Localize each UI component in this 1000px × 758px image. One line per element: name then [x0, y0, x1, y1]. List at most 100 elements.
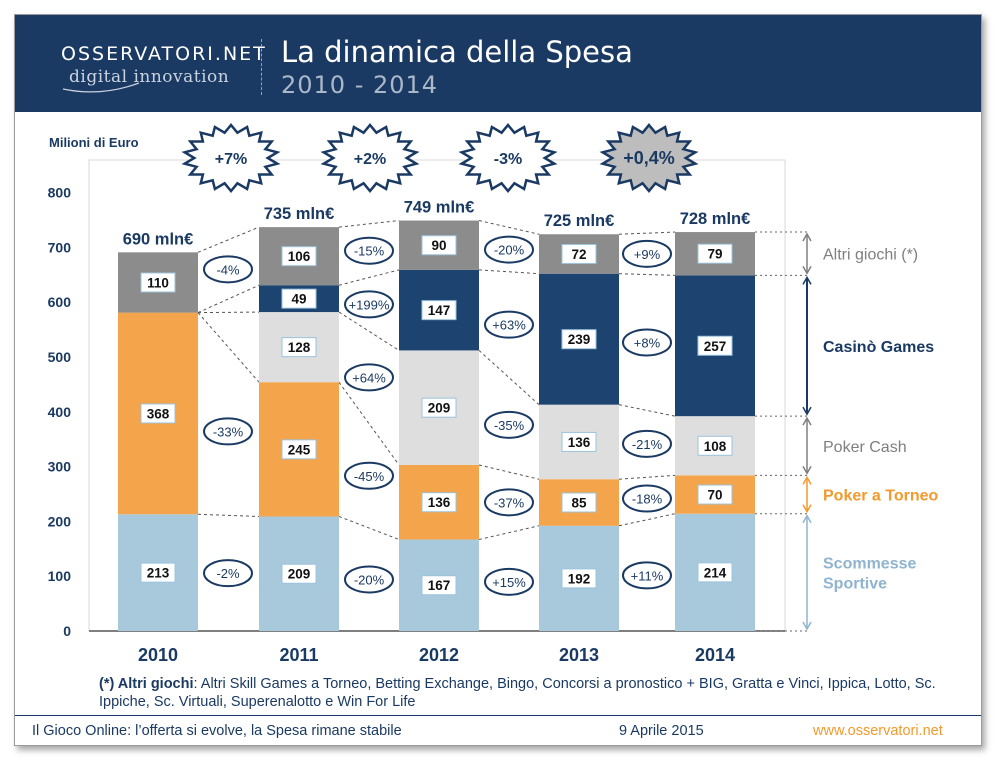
- connector-line: [338, 516, 400, 540]
- y-tick-label: 500: [48, 349, 72, 365]
- legend-bracket-arrow-down: [802, 265, 812, 275]
- yoy-segment-ellipse: [484, 310, 534, 339]
- yoy-total-label: +2%: [354, 151, 386, 168]
- yoy-segment-label: -20%: [354, 572, 385, 587]
- total-label: 735 mln€: [264, 205, 335, 223]
- value-label-box: [561, 329, 597, 350]
- value-label: 239: [568, 332, 591, 347]
- value-label-box: [140, 562, 176, 583]
- legend-label: Scommesse: [823, 555, 916, 572]
- yoy-segment-ellipse: [484, 410, 534, 439]
- connector-line: [478, 464, 540, 480]
- value-label-box: [697, 435, 733, 456]
- connector-line: [338, 220, 400, 228]
- value-label-box: [561, 492, 597, 513]
- value-label-box: [697, 243, 733, 264]
- legend-bracket-arrow-down: [802, 465, 812, 475]
- yoy-segment-label: -45%: [354, 469, 385, 484]
- yoy-segment-ellipse: [203, 417, 253, 446]
- value-label-box: [281, 439, 317, 460]
- value-label: 136: [568, 435, 591, 450]
- total-label: 749 mln€: [404, 199, 475, 217]
- yoy-segment-ellipse: [344, 461, 394, 490]
- yoy-segment-ellipse: [344, 565, 394, 594]
- connector-line: [478, 350, 540, 406]
- yoy-total-starburst: [181, 123, 281, 193]
- connector-line: [618, 474, 676, 480]
- connector-line: [478, 269, 540, 275]
- footer-divider: [15, 715, 981, 716]
- yoy-segment-ellipse: [344, 363, 394, 392]
- yoy-segment-label: -18%: [632, 492, 663, 507]
- value-label: 49: [291, 292, 306, 307]
- value-label: 147: [428, 303, 451, 318]
- yoy-segment-label: -35%: [494, 418, 525, 433]
- value-label: 209: [288, 567, 311, 582]
- value-label-box: [281, 563, 317, 584]
- connector-line: [197, 312, 260, 383]
- yoy-segment-label: +9%: [634, 247, 661, 262]
- value-label: 245: [288, 442, 311, 457]
- total-label: 725 mln€: [544, 212, 615, 230]
- legend-bracket-arrow-up: [802, 275, 812, 285]
- x-tick-label: 2011: [279, 645, 318, 665]
- value-label-box: [281, 288, 317, 309]
- y-tick-label: 700: [48, 239, 72, 255]
- header-banner: OSSERVATORI.NET digital innovation La di…: [15, 15, 981, 112]
- value-label-box: [421, 492, 457, 513]
- connector-line: [338, 269, 400, 286]
- connector-line: [197, 226, 260, 253]
- legend-bracket-arrow-up: [802, 475, 812, 485]
- footnote: (*) Altri giochi: Altri Skill Games a To…: [99, 675, 939, 711]
- yoy-segment-ellipse: [484, 567, 534, 596]
- connector-line: [478, 220, 540, 235]
- yoy-segment-ellipse: [622, 239, 672, 268]
- value-label-box: [421, 397, 457, 418]
- value-label-box: [561, 243, 597, 264]
- value-label: 106: [288, 249, 311, 264]
- yoy-total-starburst: [599, 123, 699, 193]
- page-subtitle: 2010 - 2014: [281, 71, 439, 99]
- legend-label: Poker Cash: [823, 439, 907, 456]
- value-label-box: [421, 235, 457, 256]
- legend-bracket-arrow-down: [802, 504, 812, 514]
- connector-line: [197, 311, 260, 314]
- value-label-box: [561, 568, 597, 589]
- value-label: 167: [428, 578, 451, 593]
- value-label-box: [281, 337, 317, 358]
- yoy-segment-label: -37%: [494, 495, 525, 510]
- total-label: 690 mln€: [123, 230, 194, 248]
- connector-line: [478, 525, 540, 540]
- value-label-box: [697, 335, 733, 356]
- y-tick-label: 100: [48, 568, 72, 584]
- value-label-box: [697, 484, 733, 505]
- y-tick-label: 0: [63, 623, 71, 639]
- legend-bracket-arrow-up: [802, 514, 812, 524]
- page-title: La dinamica della Spesa: [281, 35, 633, 69]
- yoy-segment-label: -20%: [494, 243, 525, 258]
- footer-caption: Il Gioco Online: l’offerta si evolve, la…: [32, 723, 402, 739]
- yoy-segment-ellipse: [203, 255, 253, 284]
- yoy-segment-ellipse: [344, 236, 394, 265]
- value-label: 214: [704, 565, 727, 580]
- stacked-bar-chart: Milioni di Euro 0 100 200 300 400 500 600 700 800…: [48, 123, 939, 665]
- yoy-total-label: +7%: [215, 151, 247, 168]
- yoy-segment-label: -33%: [213, 424, 244, 439]
- yoy-segment-ellipse: [622, 328, 672, 357]
- value-label-box: [421, 300, 457, 321]
- yoy-segment-label: -21%: [632, 437, 663, 452]
- legend-bracket-arrow-down: [802, 406, 812, 416]
- yoy-segment-label: -15%: [354, 244, 385, 259]
- value-label: 108: [704, 439, 727, 454]
- logo-text: OSSERVATORI.NET: [61, 43, 267, 65]
- yoy-segment-ellipse: [484, 235, 534, 264]
- value-label-box: [697, 562, 733, 583]
- yoy-segment-ellipse: [622, 561, 672, 590]
- connector-line: [197, 284, 260, 314]
- slide: OSSERVATORI.NET digital innovation La di…: [14, 14, 982, 746]
- legend-label: Altri giochi (*): [823, 247, 918, 264]
- footnote-text: : Altri Skill Games a Torneo, Betting Ex…: [99, 676, 936, 710]
- value-label: 209: [428, 401, 451, 416]
- value-label: 110: [147, 275, 169, 290]
- legend-label: Poker a Torneo: [823, 488, 939, 505]
